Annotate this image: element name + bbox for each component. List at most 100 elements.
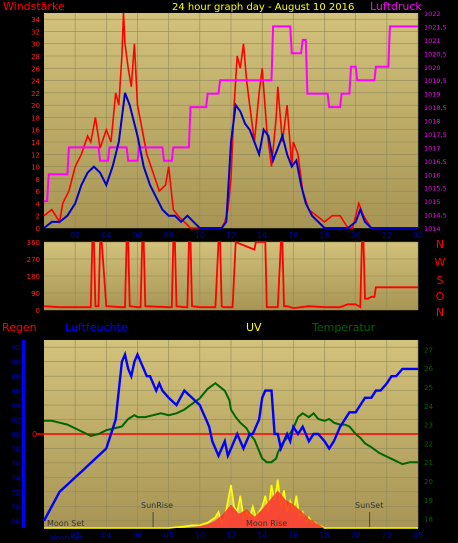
wind-xtick-9: 20 xyxy=(351,231,361,240)
humidity-xtick-8: 18 xyxy=(319,531,329,540)
direction-label-0: N xyxy=(436,238,444,251)
wind-ytick-2: 4 xyxy=(36,200,41,208)
temperature-ytick-6: 24 xyxy=(424,403,433,411)
wind-xtick-3: 08 xyxy=(164,231,174,240)
humidity-ytick-8: 84 xyxy=(11,402,20,410)
direction-ytick-3: 270 xyxy=(27,256,40,264)
wind-xtick-10: 22 xyxy=(382,231,392,240)
direction-ytick-2: 180 xyxy=(27,273,40,281)
wind-xtick-6: 14 xyxy=(257,231,267,240)
pressure-ytick-12: 1020 xyxy=(424,64,441,72)
pressure-ytick-6: 1017 xyxy=(424,144,441,152)
temperature-ytick-8: 26 xyxy=(424,365,433,373)
pressure-ytick-13: 1020,5 xyxy=(424,50,447,58)
wind-ylabel: Windstärke xyxy=(3,0,65,13)
humidity-ytick-12: 92 xyxy=(11,344,20,352)
rain-area xyxy=(44,490,418,528)
wind-ytick-4: 8 xyxy=(36,176,40,184)
humidity-xtick-0: 02 xyxy=(70,531,80,540)
humidity-ytick-10: 88 xyxy=(11,373,20,381)
wind-xtick-2: 06 xyxy=(132,231,142,240)
humidity-xtick-10: 22 xyxy=(382,531,392,540)
direction-ytick-4: 360 xyxy=(27,239,40,247)
direction-ytick-0: 0 xyxy=(36,307,40,315)
humidity-label: Luftfeuchte xyxy=(65,321,128,334)
wind-xtick-11: 00 xyxy=(413,231,423,240)
wind-ytick-15: 30 xyxy=(31,41,40,49)
pressure-ytick-4: 1016 xyxy=(424,171,441,179)
wind-xtick-7: 16 xyxy=(288,231,298,240)
wind-xtick-8: 18 xyxy=(319,231,329,240)
direction-label-4: N xyxy=(436,306,444,319)
wind-xtick-1: 04 xyxy=(101,231,111,240)
direction-label-2: S xyxy=(437,274,444,287)
humidity-xtick-1: 04 xyxy=(101,531,111,540)
humidity-ytick-11: 90 xyxy=(11,359,20,367)
wind-ytick-6: 12 xyxy=(31,151,40,159)
temperature-ytick-7: 25 xyxy=(424,384,433,392)
temperature-ytick-2: 20 xyxy=(424,478,433,486)
annotation-sunrise: SunRise xyxy=(141,501,173,510)
humidity-xtick-2: 06 xyxy=(132,531,142,540)
pressure-ytick-2: 1015 xyxy=(424,198,441,206)
pressure-ytick-1: 1014,5 xyxy=(424,212,447,220)
temperature-ytick-9: 27 xyxy=(424,346,433,354)
rain-label: Regen xyxy=(2,321,37,334)
chart-title: 24 hour graph day - August 10 2016 xyxy=(172,2,354,13)
humidity-ytick-3: 74 xyxy=(11,474,20,482)
temperature-ytick-4: 22 xyxy=(424,440,433,448)
wind-ytick-14: 28 xyxy=(31,53,40,61)
humidity-axis-bar xyxy=(22,340,25,528)
temperature-ytick-5: 23 xyxy=(424,422,433,430)
pressure-ytick-11: 1019,5 xyxy=(424,77,447,85)
temperature-line xyxy=(44,381,418,466)
wind-ytick-8: 16 xyxy=(31,127,40,135)
wind-ytick-10: 20 xyxy=(31,102,40,110)
pressure-ytick-9: 1018,5 xyxy=(424,104,447,112)
wind-ytick-13: 26 xyxy=(31,65,40,73)
temperature-ytick-1: 19 xyxy=(424,497,433,505)
uv-area xyxy=(44,479,418,528)
direction-ytick-1: 90 xyxy=(31,290,40,298)
chart-marks xyxy=(22,12,418,529)
wind-ytick-5: 10 xyxy=(31,164,40,172)
pressure-ytick-5: 1016,5 xyxy=(424,158,447,166)
humidity-ytick-1: 70 xyxy=(11,503,20,511)
wind-xtick-5: 12 xyxy=(226,231,236,240)
humidity-xtick-11: 00 xyxy=(413,531,423,540)
pressure-ytick-0: 1014 xyxy=(424,225,441,233)
humidity-ytick-5: 78 xyxy=(11,445,20,453)
wind-ytick-12: 24 xyxy=(31,78,40,86)
temperature-ytick-3: 21 xyxy=(424,459,433,467)
humidity-xtick-7: 16 xyxy=(288,531,298,540)
wind-xtick-4: 10 xyxy=(195,231,205,240)
pressure-ytick-3: 1015,5 xyxy=(424,185,447,193)
pressure-ytick-7: 1017,5 xyxy=(424,131,447,139)
uv-label: UV xyxy=(246,321,262,334)
chart-labels: 024681012141618202224262830323410141014,… xyxy=(11,10,447,540)
pressure-ytick-14: 1021 xyxy=(424,37,441,45)
wind-ytick-11: 22 xyxy=(31,90,40,98)
direction-label-1: W xyxy=(435,256,446,269)
temperature-label: Temperatur xyxy=(311,321,376,334)
pressure-ylabel: Luftdruck xyxy=(370,0,422,13)
humidity-xtick-4: 10 xyxy=(195,531,205,540)
humidity-xtick-9: 20 xyxy=(351,531,361,540)
wind-ytick-17: 34 xyxy=(31,16,40,24)
annotation-moon-set-1: Moon Set xyxy=(47,519,84,528)
humidity-ytick-4: 76 xyxy=(11,460,20,468)
direction-label-3: O xyxy=(436,290,445,303)
rain-zero-label: 0 xyxy=(32,430,37,439)
temperature-ytick-0: 18 xyxy=(424,516,433,524)
pressure-ytick-8: 1018 xyxy=(424,118,441,126)
humidity-ytick-0: 68 xyxy=(11,518,20,526)
pressure-line xyxy=(44,25,418,203)
wind-average-line xyxy=(43,92,418,229)
pressure-ytick-10: 1019 xyxy=(424,91,441,99)
humidity-xtick-6: 14 xyxy=(257,531,267,540)
wind-xtick-0: 02 xyxy=(70,231,80,240)
humidity-ytick-2: 72 xyxy=(11,489,20,497)
wind-ytick-16: 32 xyxy=(31,28,40,36)
pressure-ytick-15: 1021,5 xyxy=(424,23,447,31)
